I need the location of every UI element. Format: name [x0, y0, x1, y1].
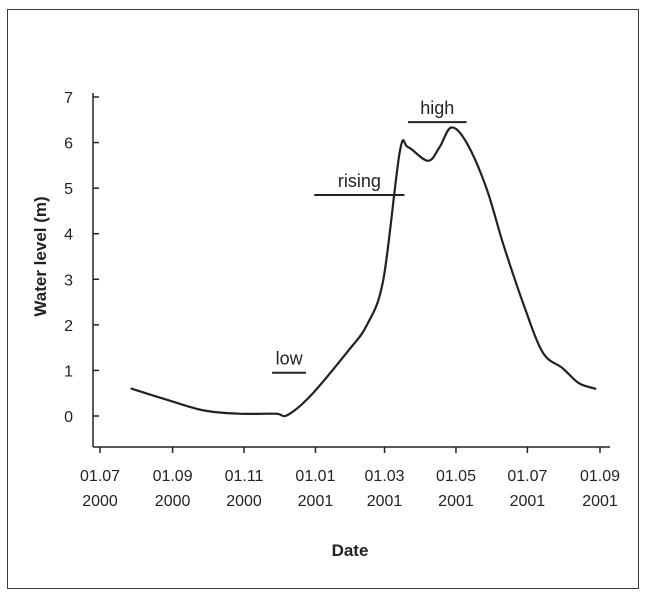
y-tick-label: 0: [64, 409, 73, 426]
axes: [92, 93, 610, 448]
x-tick-label-date: 01.09: [580, 468, 620, 485]
annotations: low rising high: [272, 98, 467, 374]
x-tick-label-year: 2001: [298, 493, 334, 510]
x-tick-label-date: 01.01: [295, 468, 335, 485]
x-tick-label-year: 2001: [510, 493, 546, 510]
y-tick-label: 1: [64, 363, 73, 380]
x-tick-label-date: 01.03: [365, 468, 405, 485]
x-tick-label-date: 01.07: [507, 468, 547, 485]
x-tick-label-date: 01.07: [80, 468, 120, 485]
x-tick-label-year: 2001: [367, 493, 403, 510]
chart-frame: [7, 9, 639, 589]
x-tick-label-date: 01.11: [225, 468, 264, 485]
y-ticks: 0 1 2 3 4 5 6 7: [64, 90, 99, 426]
x-tick-label-date: 01.05: [436, 468, 476, 485]
x-tick-label-year: 2000: [82, 493, 118, 510]
x-tick-label-year: 2000: [155, 493, 191, 510]
x-axis-title: Date: [332, 541, 369, 560]
annotation-label-high: high: [420, 98, 454, 118]
y-axis-title: Water level (m): [31, 196, 50, 316]
annotation-label-low: low: [276, 349, 304, 369]
annotation-label-rising: rising: [338, 171, 381, 191]
y-tick-label: 7: [64, 90, 73, 107]
x-ticks: 01.07 2000 01.09 2000 01.11 2000 01.01 2001 01.0…: [80, 447, 620, 510]
y-tick-label: 6: [64, 136, 73, 153]
y-tick-label: 5: [64, 181, 73, 198]
x-tick-label-date: 01.09: [153, 468, 193, 485]
y-tick-label: 4: [64, 227, 73, 244]
x-tick-label-year: 2001: [582, 493, 618, 510]
y-tick-label: 2: [64, 318, 73, 335]
x-tick-label-year: 2000: [226, 493, 262, 510]
y-tick-label: 3: [64, 272, 73, 289]
water-level-line: [130, 126, 597, 418]
x-tick-label-year: 2001: [438, 493, 474, 510]
